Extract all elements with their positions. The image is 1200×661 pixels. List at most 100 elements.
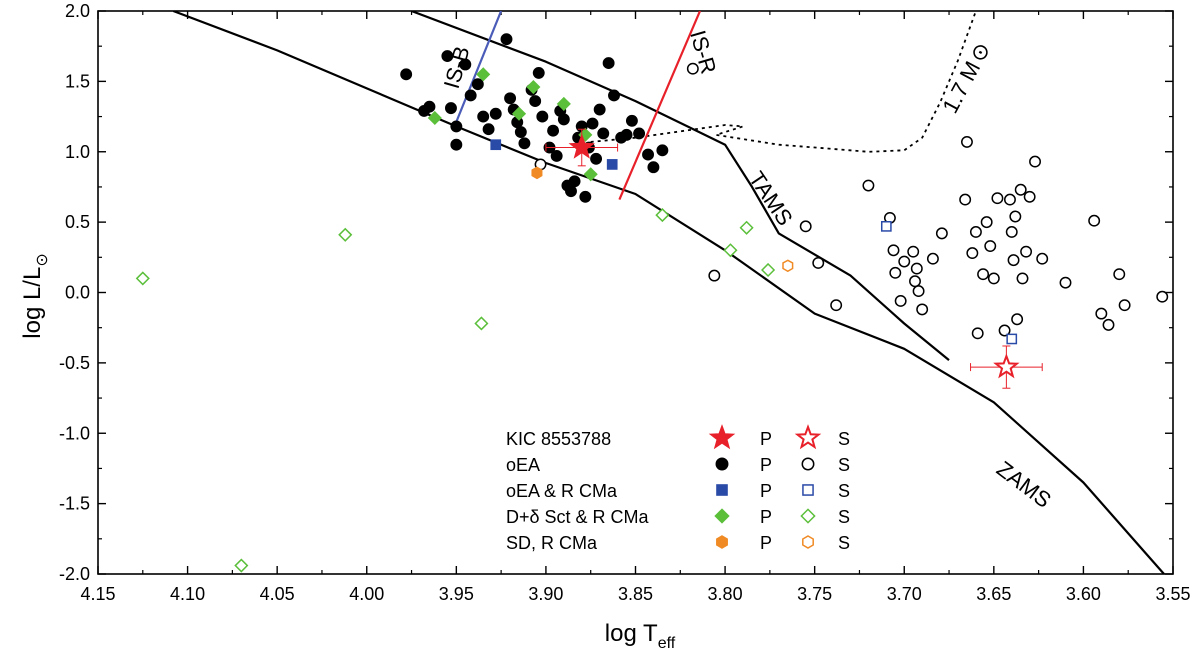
data-point (656, 144, 669, 157)
data-point (450, 138, 463, 151)
data-point (427, 110, 442, 126)
x-tick-label: 4.15 (80, 584, 115, 604)
data-point (935, 227, 948, 240)
data-point (708, 269, 721, 282)
data-point (977, 268, 990, 281)
data-point (655, 208, 670, 223)
data-point (961, 135, 973, 148)
data-point (504, 92, 517, 105)
data-point (474, 316, 489, 331)
curve-tams (411, 11, 950, 361)
data-point (450, 120, 463, 133)
y-axis-title: log L/L⊙ (19, 253, 51, 338)
data-point (1007, 254, 1020, 267)
legend-entry: oEA P S (506, 455, 850, 475)
data-point (984, 240, 997, 253)
data-point (761, 262, 776, 278)
y-tick-label: 0.0 (65, 283, 90, 303)
data-point (926, 252, 939, 265)
x-tick-label: 3.60 (1066, 584, 1101, 604)
data-point (912, 285, 925, 298)
legend-label: SD, R CMa (506, 533, 598, 553)
legend-label: oEA & R CMa (506, 481, 618, 501)
series-oea-r-cma-s (880, 220, 1018, 345)
data-point (568, 133, 595, 159)
x-tick-label: 3.95 (439, 584, 474, 604)
y-tick-label: -0.5 (59, 353, 90, 373)
data-point (993, 353, 1020, 379)
data-point (338, 227, 353, 242)
data-point (531, 166, 543, 180)
data-point (464, 89, 477, 102)
x-tick-label: 3.85 (618, 584, 653, 604)
data-point (597, 127, 610, 140)
data-point (556, 96, 571, 111)
data-point (476, 67, 491, 82)
axes: 4.15 4.10 4.05 4.00 3.95 3.90 3.85 3.80 3.75 3.70… (59, 1, 1191, 604)
data-point (526, 79, 541, 95)
legend-p-label: P (760, 455, 772, 475)
data-point (557, 113, 570, 126)
data-point (1020, 245, 1033, 258)
data-point (471, 78, 484, 91)
data-point (1023, 190, 1036, 203)
data-point (1004, 193, 1016, 206)
data-point (445, 102, 457, 115)
data-point (625, 114, 638, 127)
data-point (987, 272, 1000, 285)
curve-is-b (453, 11, 503, 127)
data-point (862, 179, 875, 192)
data-point (723, 243, 738, 258)
data-point (400, 68, 413, 81)
data-point (586, 117, 599, 130)
data-point (910, 262, 923, 275)
data-point (514, 126, 527, 138)
data-point (1006, 333, 1018, 345)
data-point (1156, 290, 1169, 303)
series-d-sct-r-cma-s (135, 208, 776, 573)
data-point (1036, 252, 1049, 265)
data-point (880, 220, 892, 232)
data-point (590, 152, 603, 165)
legend-marker-s (794, 424, 822, 450)
data-point (889, 266, 902, 279)
data-point (887, 244, 900, 257)
data-point (1011, 313, 1024, 326)
data-point (1029, 155, 1041, 168)
x-tick-label: 4.05 (260, 584, 295, 604)
data-point (550, 150, 563, 162)
data-point (907, 245, 920, 258)
data-point (1113, 268, 1126, 281)
data-point (966, 247, 979, 260)
data-point (969, 226, 982, 238)
data-point (608, 89, 620, 102)
data-point (536, 110, 549, 123)
y-tick-label: 2.0 (65, 1, 90, 21)
data-point (579, 190, 592, 203)
legend-marker-p (715, 457, 729, 471)
data-point (518, 137, 531, 150)
data-point (1005, 226, 1018, 238)
data-point (894, 294, 907, 307)
series-oea-r-cma-p (490, 139, 618, 170)
data-point (477, 110, 490, 123)
legend-entry: D+δ Sct & R CMa P S (506, 507, 850, 527)
data-point (1118, 299, 1131, 312)
data-point (739, 220, 754, 235)
x-tick-label: 4.00 (349, 584, 384, 604)
data-point (642, 148, 654, 161)
data-point (1059, 276, 1072, 289)
y-tick-label: -2.0 (59, 564, 90, 584)
data-point (500, 33, 513, 46)
x-tick-label: 3.75 (797, 584, 832, 604)
data-point (529, 95, 542, 108)
data-point (532, 66, 545, 79)
data-point (135, 271, 150, 286)
data-point (1088, 214, 1101, 227)
data-point (593, 103, 606, 116)
data-point (799, 220, 812, 233)
data-point (511, 106, 527, 121)
legend-entry: oEA & R CMa P S (506, 481, 850, 501)
data-point (998, 324, 1011, 337)
